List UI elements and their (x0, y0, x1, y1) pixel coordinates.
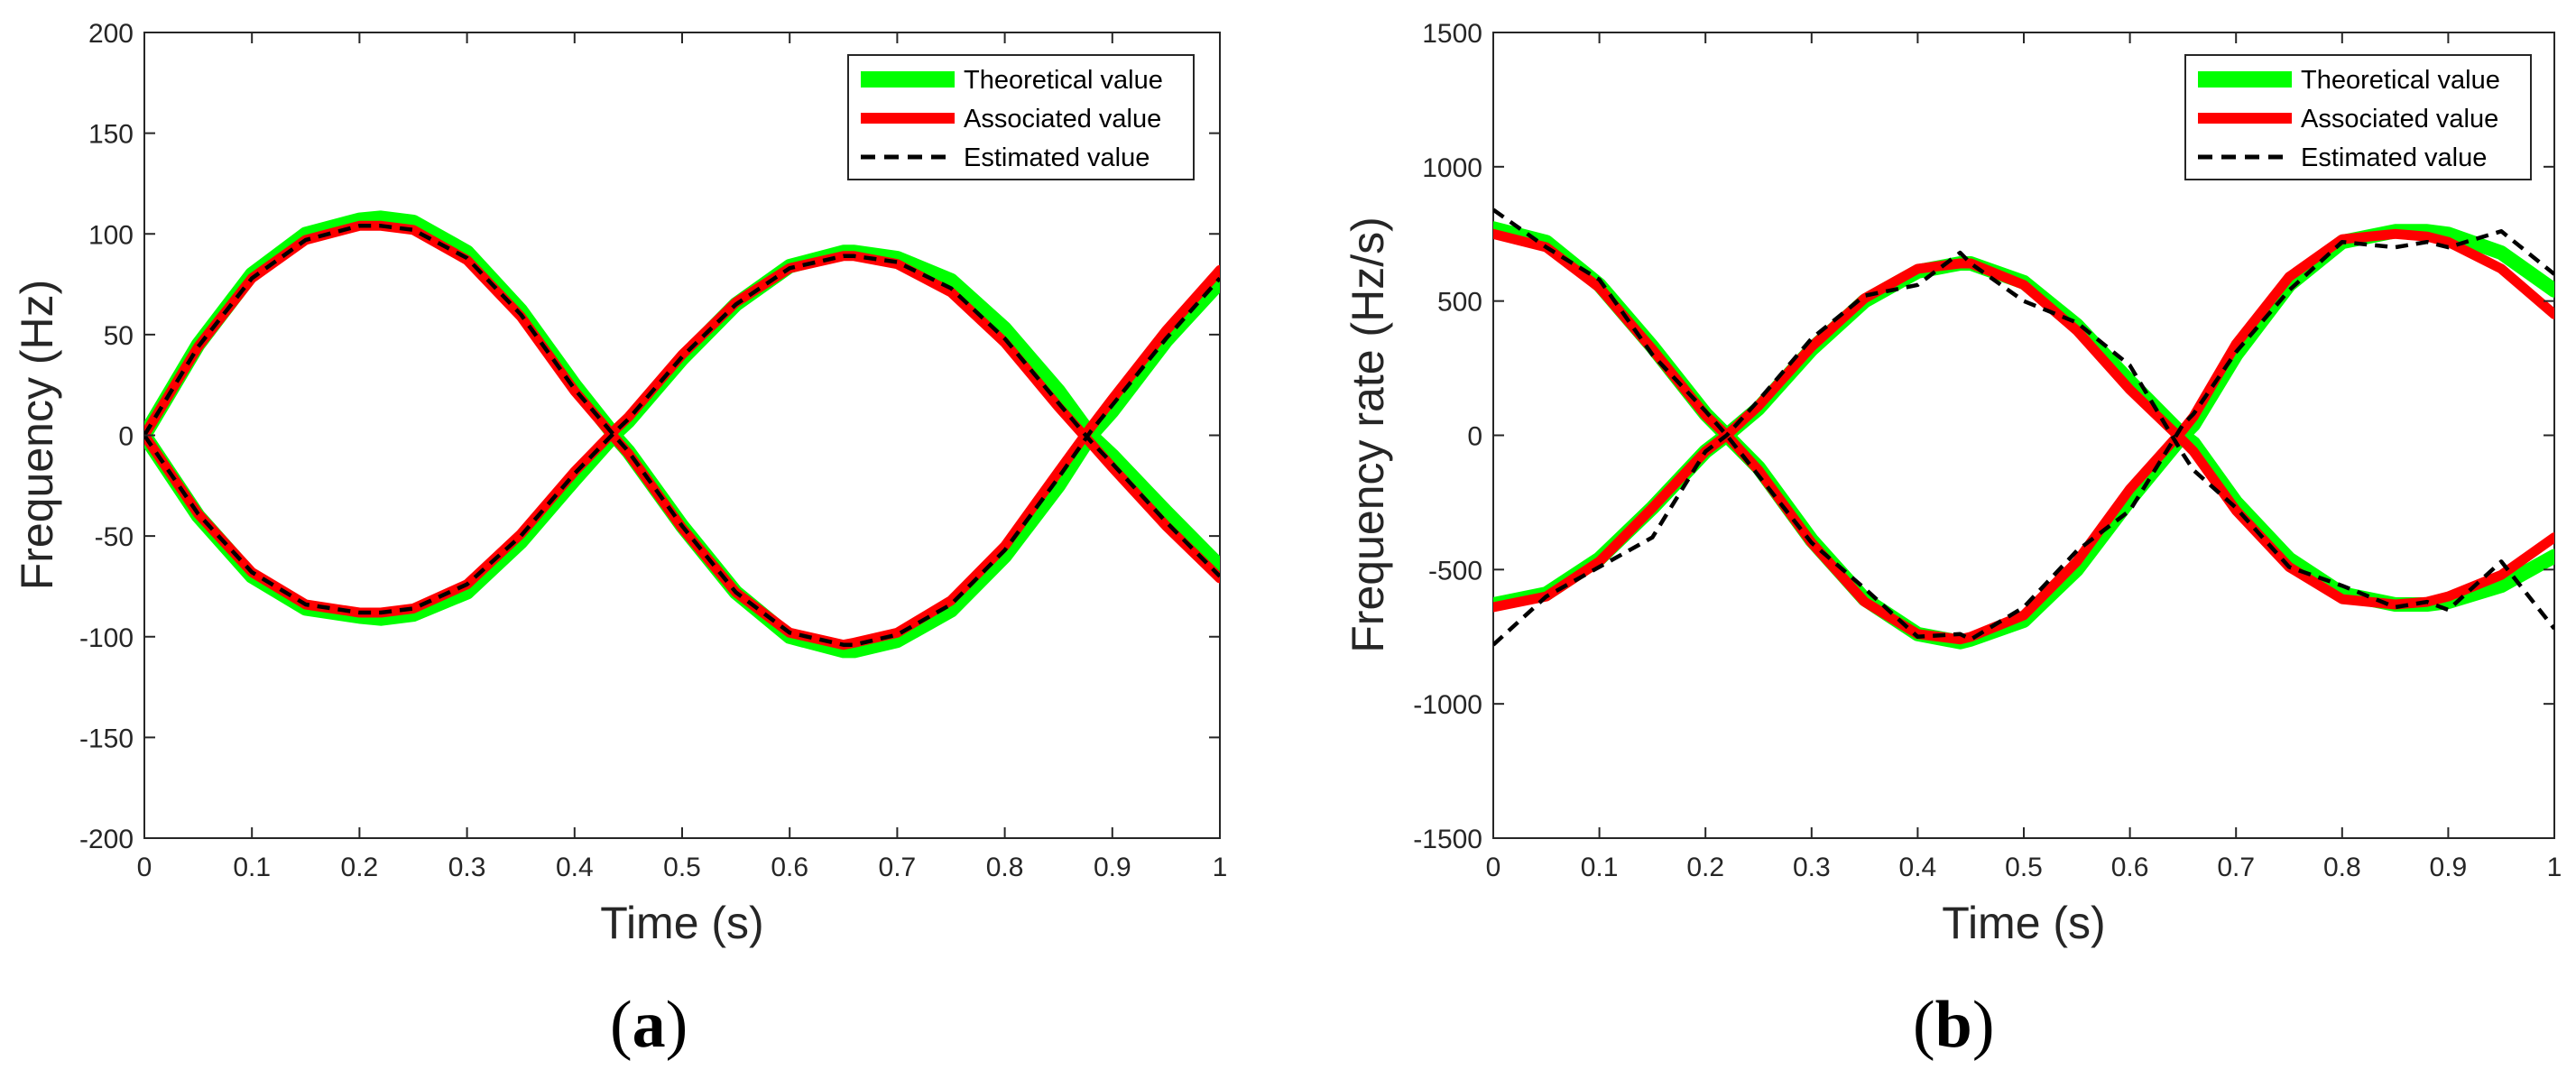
x-tick-label: 0.6 (771, 853, 808, 882)
series-line-estimated-a-5 (144, 254, 1220, 615)
x-tick-label: 0.5 (663, 853, 701, 882)
x-tick-label: 1 (1213, 853, 1228, 882)
x-tick-label: 0.9 (2430, 853, 2468, 882)
legend-label-estimated-a: Estimated value (964, 143, 1150, 172)
y-tick-label: 50 (104, 321, 134, 351)
x-tick-label: 0.4 (556, 853, 594, 882)
legend-label-associated-b: Associated value (2301, 105, 2498, 134)
caption-a-letter: a (632, 988, 666, 1062)
x-tick-label: 0.2 (341, 853, 379, 882)
x-tick-label: 0.1 (1581, 853, 1619, 882)
series-line-associated-b-2 (1493, 228, 2554, 645)
legend-a: Theoretical value Associated value Estim… (847, 54, 1195, 180)
caption-b-close: ) (1972, 988, 1995, 1062)
y-tick-label: -1500 (1413, 825, 1482, 854)
x-tick-label: 0.1 (233, 853, 271, 882)
x-tick-label: 0.6 (2111, 853, 2149, 882)
y-tick-label: -100 (79, 623, 134, 653)
y-tick-label: -50 (95, 522, 134, 552)
y-tick-label: 1500 (1422, 19, 1482, 49)
caption-a-open: ( (610, 988, 632, 1062)
series-line-estimated-b-4 (1493, 208, 2554, 641)
caption-a-close: ) (666, 988, 688, 1062)
x-tick-label: 0.7 (879, 853, 917, 882)
y-tick-label: 0 (118, 422, 134, 452)
y-ticks-a: -200 -150 -100 -50 0 50 100 150 200 (79, 19, 1220, 854)
x-tick-label: 0.4 (1899, 853, 1937, 882)
panel-b: 0 0.1 0.2 0.3 0.4 0.5 0.6 0.7 0.8 0.9 1 -1500 -1000… (1343, 19, 2562, 1062)
y-axis-label-b: Frequency rate (Hz/s) (1343, 217, 1393, 652)
x-ticks-b: 0 0.1 0.2 0.3 0.4 0.5 0.6 0.7 0.8 0.9 1 (1486, 32, 2562, 882)
x-tick-label: 0.2 (1686, 853, 1724, 882)
x-tick-label: 1 (2547, 853, 2562, 882)
legend-label-associated-a: Associated value (964, 105, 1161, 134)
series-line-estimated-b-5 (1493, 250, 2554, 647)
y-axis-label-a: Frequency (Hz) (12, 280, 62, 591)
y-tick-label: -150 (79, 724, 134, 753)
legend-b: Theoretical value Associated value Estim… (2184, 54, 2532, 180)
y-tick-label: 1000 (1422, 153, 1482, 183)
legend-label-theoretical-a: Theoretical value (964, 66, 1163, 95)
y-tick-label: 200 (88, 19, 134, 49)
panel-a: 0 0.1 0.2 0.3 0.4 0.5 0.6 0.7 0.8 0.9 1 -200 -150 -1… (12, 19, 1227, 1062)
caption-b: (b) (1913, 988, 1994, 1062)
caption-b-letter: b (1935, 988, 1972, 1062)
y-tick-label: -1000 (1413, 690, 1482, 720)
legend-label-theoretical-b: Theoretical value (2301, 66, 2500, 95)
x-axis-label-b: Time (s) (1942, 898, 2105, 948)
series-line-estimated-a-4 (144, 224, 1220, 647)
series-group-a (144, 210, 1220, 659)
y-tick-label: -500 (1428, 556, 1482, 586)
y-tick-label: 0 (1467, 422, 1482, 452)
y-tick-label: 150 (88, 120, 134, 150)
y-tick-label: -200 (79, 825, 134, 854)
x-tick-label: 0.8 (986, 853, 1024, 882)
x-ticks-a: 0 0.1 0.2 0.3 0.4 0.5 0.6 0.7 0.8 0.9 1 (137, 32, 1228, 882)
x-tick-label: 0.3 (448, 853, 486, 882)
x-tick-label: 0.9 (1094, 853, 1131, 882)
legend-label-estimated-b: Estimated value (2301, 143, 2487, 172)
x-tick-label: 0 (137, 853, 152, 882)
x-tick-label: 0.5 (2005, 853, 2043, 882)
x-tick-label: 0.7 (2217, 853, 2255, 882)
caption-b-open: ( (1913, 988, 1935, 1062)
y-ticks-b: -1500 -1000 -500 0 500 1000 1500 (1413, 19, 2554, 854)
y-tick-label: 500 (1437, 288, 1482, 318)
x-tick-label: 0.8 (2323, 853, 2361, 882)
caption-a: (a) (610, 988, 688, 1062)
x-tick-label: 0 (1486, 853, 1501, 882)
series-group-b (1493, 208, 2554, 650)
x-axis-label-a: Time (s) (600, 898, 763, 948)
y-tick-label: 100 (88, 220, 134, 250)
x-tick-label: 0.3 (1793, 853, 1831, 882)
